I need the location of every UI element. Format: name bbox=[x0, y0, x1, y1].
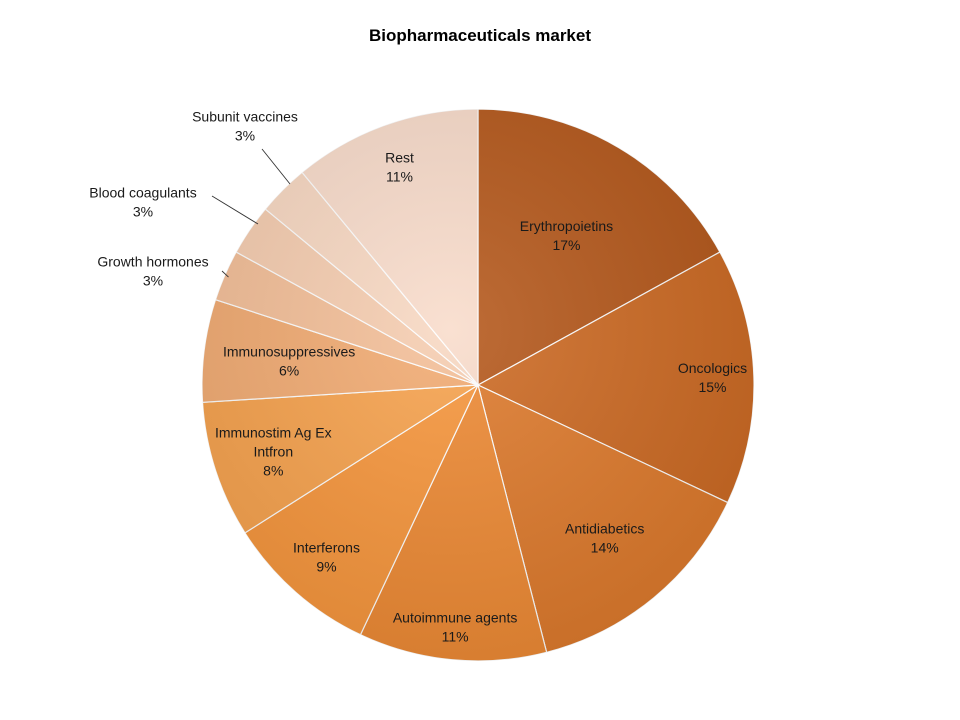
slice-label-erythropoietins: Erythropoietins 17% bbox=[520, 218, 613, 253]
slice-label-autoimmune-agents: Autoimmune agents 11% bbox=[393, 609, 518, 644]
slice-name-antidiabetics: Antidiabetics bbox=[565, 521, 644, 537]
slice-name-immunosuppressives: Immunosuppressives bbox=[223, 344, 355, 360]
slice-percent-erythropoietins: 17% bbox=[552, 237, 580, 253]
slice-name-blood-coagulants: Blood coagulants bbox=[89, 185, 196, 201]
slice-percent-blood-coagulants: 3% bbox=[133, 204, 153, 220]
slice-label-interferons: Interferons 9% bbox=[293, 539, 360, 574]
slice-label-subunit-vaccines: Subunit vaccines 3% bbox=[192, 109, 298, 144]
slice-label-rest: Rest 11% bbox=[385, 149, 414, 184]
slice-name-subunit-vaccines: Subunit vaccines bbox=[192, 109, 298, 125]
slice-name-rest: Rest bbox=[385, 149, 414, 165]
leader-line-growth-hormones bbox=[221, 270, 229, 278]
slice-percent-immunostim-ag-ex-intfron: 8% bbox=[263, 463, 283, 479]
chart-title: Biopharmaceuticals market bbox=[368, 26, 592, 45]
slice-percent-subunit-vaccines: 3% bbox=[235, 128, 255, 144]
slice-name-immunostim-ag-ex-intfron: Intfron bbox=[253, 444, 293, 460]
slice-percent-antidiabetics: 14% bbox=[591, 540, 619, 556]
slice-label-blood-coagulants: Blood coagulants 3% bbox=[89, 185, 196, 220]
slice-labels: Erythropoietins 17% Oncologics 15% Antidiabe… bbox=[89, 109, 747, 645]
slice-name-interferons: Interferons bbox=[293, 539, 360, 555]
slice-label-immunosuppressives: Immunosuppressives 6% bbox=[223, 344, 355, 379]
slice-label-antidiabetics: Antidiabetics 14% bbox=[565, 521, 644, 556]
slice-name-immunostim-ag-ex-intfron: Immunostim Ag Ex bbox=[215, 425, 332, 441]
slice-name-erythropoietins: Erythropoietins bbox=[520, 218, 613, 234]
slice-percent-oncologics: 15% bbox=[698, 379, 726, 395]
slice-percent-growth-hormones: 3% bbox=[143, 273, 163, 289]
slice-name-growth-hormones: Growth hormones bbox=[97, 254, 208, 270]
slice-percent-immunosuppressives: 6% bbox=[279, 363, 299, 379]
leader-lines bbox=[211, 148, 291, 278]
leader-line-subunit-vaccines bbox=[261, 148, 291, 185]
slice-name-oncologics: Oncologics bbox=[678, 360, 747, 376]
pie-slices bbox=[201, 108, 755, 662]
slice-percent-autoimmune-agents: 11% bbox=[442, 628, 469, 644]
slice-percent-rest: 11% bbox=[386, 168, 413, 184]
leader-line-blood-coagulants bbox=[211, 195, 259, 225]
slice-label-oncologics: Oncologics 15% bbox=[678, 360, 747, 395]
slice-percent-interferons: 9% bbox=[316, 558, 336, 574]
slice-label-growth-hormones: Growth hormones 3% bbox=[97, 254, 208, 289]
slice-label-immunostim-ag-ex-intfron: Immunostim Ag Ex Intfron 8% bbox=[215, 425, 332, 479]
slice-name-autoimmune-agents: Autoimmune agents bbox=[393, 609, 518, 625]
